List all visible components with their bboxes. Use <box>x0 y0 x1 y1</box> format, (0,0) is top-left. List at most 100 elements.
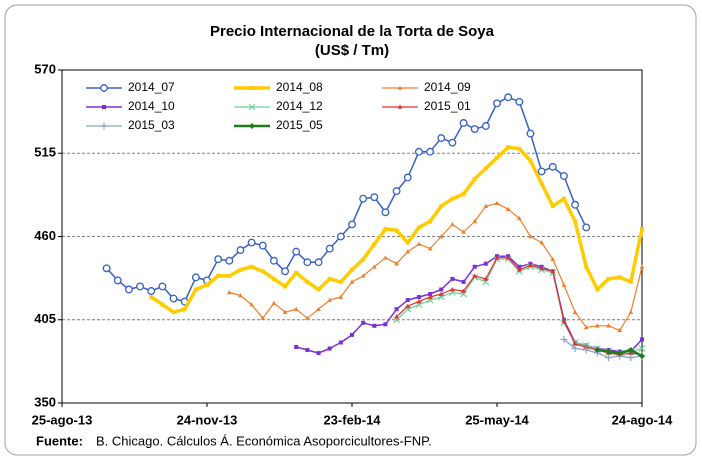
marker <box>606 276 611 281</box>
marker <box>517 264 522 269</box>
marker <box>539 181 544 186</box>
marker <box>617 327 622 333</box>
marker <box>472 273 477 278</box>
marker <box>573 219 578 224</box>
marker <box>393 316 401 324</box>
marker <box>325 244 334 253</box>
marker <box>205 282 209 287</box>
marker <box>537 167 546 176</box>
marker <box>627 347 634 354</box>
marker <box>281 267 290 276</box>
marker <box>528 234 533 239</box>
marker <box>572 309 578 314</box>
legend-label: 2015_01 <box>424 99 471 113</box>
marker <box>427 246 433 251</box>
marker <box>439 204 444 209</box>
marker <box>459 119 468 127</box>
legend-item: 2014_08 <box>234 80 323 94</box>
marker <box>193 287 198 292</box>
marker <box>247 238 256 247</box>
marker <box>505 255 511 260</box>
marker <box>316 306 321 311</box>
marker <box>269 256 278 265</box>
marker <box>571 200 580 209</box>
legend-item: 2015_01 <box>382 99 471 113</box>
legend-item: 2014_07 <box>86 80 175 94</box>
marker <box>381 208 390 217</box>
source-label: Fuente: <box>36 433 83 448</box>
legend-label: 2014_09 <box>424 80 471 94</box>
marker <box>303 258 312 267</box>
marker <box>260 269 265 274</box>
x-tick-label: 24-ago-14 <box>612 412 673 427</box>
marker <box>550 268 556 274</box>
marker <box>250 86 254 90</box>
marker <box>582 223 591 232</box>
marker <box>149 295 154 300</box>
marker <box>169 294 178 303</box>
marker <box>305 279 310 284</box>
marker <box>605 354 613 362</box>
marker <box>404 305 412 313</box>
marker <box>102 105 106 109</box>
marker <box>461 229 466 234</box>
marker <box>405 298 410 303</box>
marker <box>472 176 477 181</box>
marker <box>483 276 489 281</box>
marker <box>394 314 399 319</box>
marker <box>483 203 489 209</box>
marker <box>416 295 421 300</box>
source: B. Chicago. Cálculos Á. Económica Asopor… <box>96 433 432 448</box>
marker <box>559 172 568 180</box>
marker <box>539 240 544 245</box>
marker <box>338 340 343 345</box>
marker <box>260 315 266 321</box>
marker <box>100 122 108 130</box>
marker <box>359 194 368 203</box>
marker <box>348 220 356 229</box>
marker <box>460 290 467 298</box>
marker <box>327 346 332 351</box>
marker <box>397 104 403 109</box>
marker <box>216 273 221 278</box>
marker <box>605 348 612 355</box>
marker <box>437 134 446 143</box>
marker <box>158 282 167 291</box>
legend-item: 2015_05 <box>234 118 323 132</box>
marker <box>405 240 410 245</box>
marker <box>394 228 399 233</box>
marker <box>472 264 477 269</box>
marker <box>305 348 310 353</box>
marker <box>517 146 522 151</box>
y-tick-label: 570 <box>34 61 56 76</box>
marker <box>403 173 412 182</box>
marker <box>372 323 377 328</box>
marker <box>438 234 444 239</box>
marker <box>515 97 524 106</box>
marker <box>428 219 433 224</box>
marker <box>124 285 133 294</box>
marker <box>271 276 276 281</box>
marker <box>372 264 377 269</box>
legend-label: 2014_10 <box>128 99 175 113</box>
marker <box>236 246 245 255</box>
y-tick-label: 350 <box>34 394 56 409</box>
y-tick-label: 515 <box>34 145 56 160</box>
marker <box>383 322 388 327</box>
marker <box>561 282 567 287</box>
marker <box>517 267 522 272</box>
frame <box>4 4 697 456</box>
marker <box>428 292 433 297</box>
x-tick-label: 24-nov-13 <box>177 412 238 427</box>
marker <box>548 162 557 171</box>
marker <box>160 302 165 307</box>
marker <box>248 103 256 111</box>
series <box>149 145 644 315</box>
marker <box>572 341 578 346</box>
series <box>102 93 591 306</box>
marker <box>227 290 232 295</box>
marker <box>438 291 444 296</box>
marker <box>327 276 332 281</box>
marker <box>350 332 354 337</box>
legend-label: 2014_12 <box>276 99 323 113</box>
